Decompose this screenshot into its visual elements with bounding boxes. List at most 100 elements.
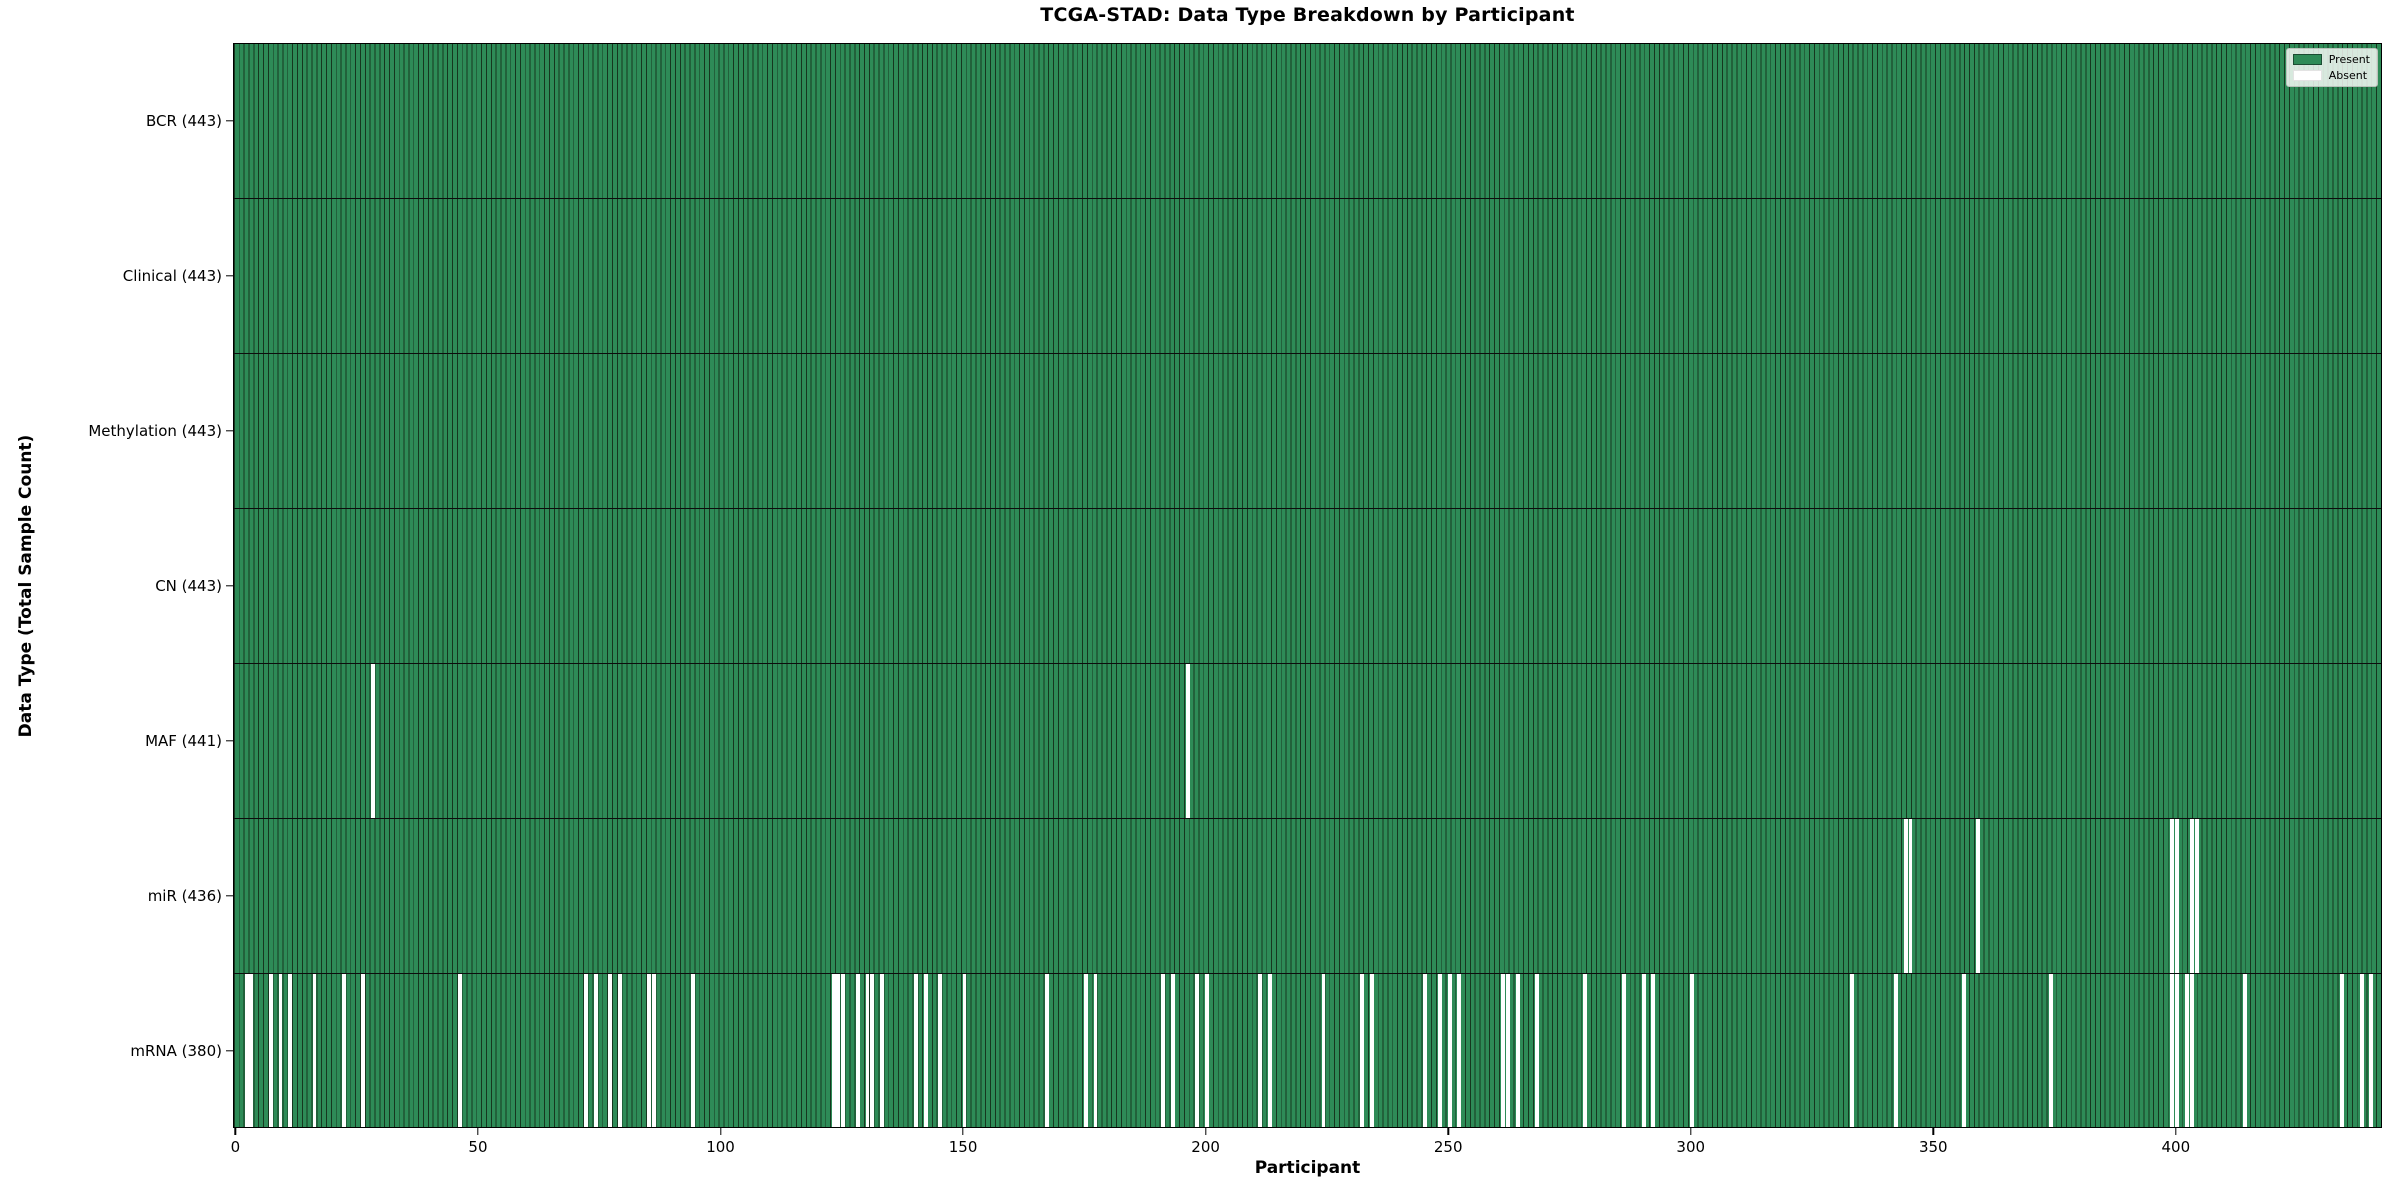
absent-gap <box>278 974 283 1127</box>
absent-gap <box>1258 974 1263 1127</box>
xtick-mark <box>477 1128 479 1135</box>
absent-gap <box>855 974 860 1127</box>
absent-gap <box>1908 819 1913 973</box>
absent-gap <box>2049 974 2054 1127</box>
ytick-label-clinical: Clinical (443) <box>122 266 222 285</box>
legend-entry-present: Present <box>2292 53 2370 66</box>
row-band-mrna <box>234 974 2381 1127</box>
absent-gap <box>841 974 846 1127</box>
absent-gap <box>1893 974 1898 1127</box>
ytick-label-maf: MAF (441) <box>145 731 222 750</box>
legend-entry-absent: Absent <box>2292 69 2370 82</box>
absent-gap <box>1161 974 1166 1127</box>
absent-gap <box>1690 974 1695 1127</box>
absent-gap <box>652 974 657 1127</box>
absent-gap <box>1651 974 1656 1127</box>
absent-gap <box>593 974 598 1127</box>
absent-gap <box>370 664 375 818</box>
row-band-bcr <box>234 44 2381 199</box>
xtick-label-0: 0 <box>230 1138 241 1156</box>
absent-gap <box>1641 974 1646 1127</box>
ytick-mark <box>226 274 233 277</box>
xtick-mark <box>1932 1128 1934 1135</box>
xtick-label-400: 400 <box>2161 1138 2191 1156</box>
absent-gap <box>249 974 254 1127</box>
chart-title: TCGA-STAD: Data Type Breakdown by Partic… <box>1040 4 1575 26</box>
absent-gap <box>865 974 870 1127</box>
xtick-mark <box>2175 1128 2177 1135</box>
xtick-mark <box>1204 1128 1207 1135</box>
xtick-mark <box>719 1128 722 1135</box>
ytick-mark <box>226 739 233 742</box>
absent-gap <box>288 974 293 1127</box>
absent-gap <box>1423 974 1428 1127</box>
ytick-mark <box>226 894 233 897</box>
absent-gap <box>1185 664 1190 818</box>
absent-gap <box>268 974 273 1127</box>
absent-gap <box>2359 974 2364 1127</box>
absent-gap <box>2170 974 2175 1127</box>
absent-gap <box>1622 974 1627 1127</box>
ytick-label-methylation: Methylation (443) <box>88 421 222 440</box>
xtick-label-150: 150 <box>948 1138 978 1156</box>
absent-gap <box>1583 974 1588 1127</box>
row-band-maf <box>234 664 2381 819</box>
absent-gap <box>618 974 623 1127</box>
absent-gap <box>1360 974 1365 1127</box>
absent-gap <box>1083 974 1088 1127</box>
absent-gap <box>1976 819 1981 973</box>
absent-gap <box>1515 974 1520 1127</box>
absent-gap <box>361 974 365 1127</box>
absent-gap <box>938 974 943 1127</box>
absent-gap <box>914 974 918 1127</box>
absent-gap <box>608 974 613 1127</box>
absent-gap <box>1045 974 1049 1127</box>
absent-gap <box>831 974 836 1127</box>
row-band-mir <box>234 819 2381 974</box>
xtick-mark <box>1690 1128 1692 1135</box>
absent-gap <box>2170 819 2175 973</box>
row-band-cn <box>234 509 2381 664</box>
absent-gap <box>880 974 885 1127</box>
plot-area: Present Absent <box>233 43 2382 1128</box>
absent-gap <box>1903 819 1908 973</box>
absent-gap <box>1321 974 1326 1127</box>
xtick-label-250: 250 <box>1433 1138 1463 1156</box>
absent-gap <box>1093 974 1098 1127</box>
legend-present-label: Present <box>2328 53 2370 66</box>
absent-gap <box>1850 974 1855 1127</box>
absent-gap <box>2189 819 2194 973</box>
x-axis-label: Participant <box>1254 1158 1361 1178</box>
legend-absent-swatch <box>2292 70 2322 81</box>
xtick-mark <box>962 1128 964 1135</box>
xtick-label-350: 350 <box>1918 1138 1948 1156</box>
legend-absent-label: Absent <box>2328 69 2368 82</box>
ytick-label-bcr: BCR (443) <box>145 111 222 130</box>
absent-gap <box>647 974 652 1127</box>
absent-gap <box>962 974 967 1127</box>
ytick-mark <box>226 429 233 432</box>
absent-gap <box>1195 974 1200 1127</box>
xtick-mark <box>1447 1128 1449 1135</box>
legend: Present Absent <box>2285 48 2378 87</box>
absent-gap <box>923 974 928 1127</box>
absent-gap <box>1437 974 1442 1127</box>
absent-gap <box>2369 974 2374 1127</box>
ytick-mark <box>226 584 233 587</box>
ytick-mark <box>226 119 233 122</box>
absent-gap <box>1205 974 1210 1127</box>
absent-gap <box>1501 974 1505 1127</box>
absent-gap <box>1457 974 1462 1127</box>
xtick-label-300: 300 <box>1676 1138 1706 1156</box>
absent-gap <box>1961 974 1966 1127</box>
absent-gap <box>458 974 462 1127</box>
xtick-mark <box>234 1128 237 1135</box>
absent-gap <box>2189 974 2194 1127</box>
legend-present-swatch <box>2292 54 2322 65</box>
absent-gap <box>1171 974 1176 1127</box>
ytick-label-mir: miR (436) <box>147 886 222 905</box>
absent-gap <box>870 974 875 1127</box>
row-band-methylation <box>234 354 2381 509</box>
absent-gap <box>1447 974 1452 1127</box>
